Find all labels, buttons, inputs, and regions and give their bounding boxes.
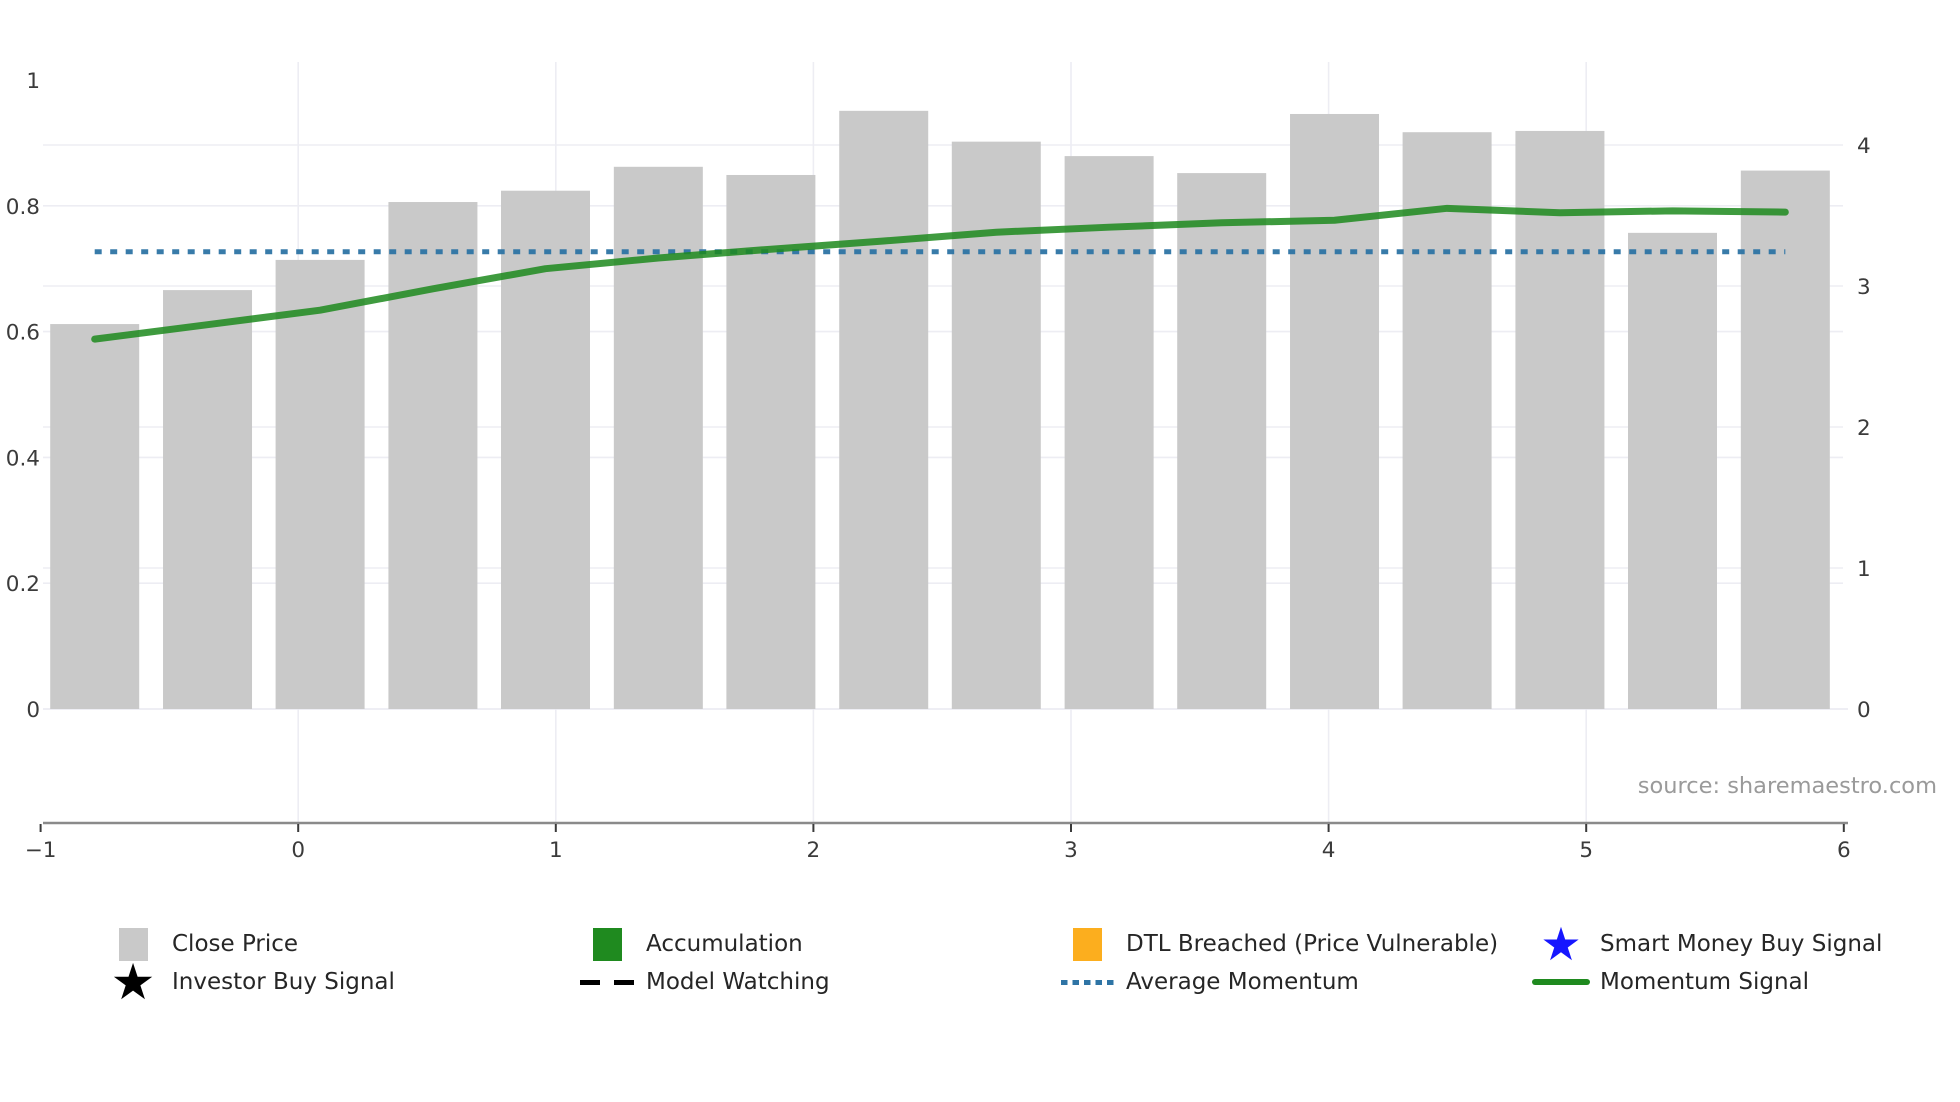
x-tick-label: 2 <box>807 838 821 863</box>
source-text: source: sharemaestro.com <box>1638 773 1937 799</box>
close-price-swatch-icon <box>104 922 162 966</box>
x-tick-label: 0 <box>291 838 305 863</box>
y-tick-label-left: 0.2 <box>6 572 40 597</box>
legend-item-model-watching: Model Watching <box>578 960 830 1004</box>
y-tick-label-right: 0 <box>1857 698 1871 723</box>
legend-label: Investor Buy Signal <box>172 969 395 995</box>
x-tick-label: −1 <box>25 838 57 863</box>
legend-label: Close Price <box>172 931 299 957</box>
legend-label: Momentum Signal <box>1600 969 1810 995</box>
legend-label: Average Momentum <box>1126 969 1359 995</box>
legend-label: Smart Money Buy Signal <box>1600 931 1883 957</box>
legend-label: Accumulation <box>646 931 803 957</box>
close-price-bar <box>839 110 929 710</box>
close-price-bar <box>388 202 478 709</box>
close-price-bar <box>1177 173 1267 710</box>
price-momentum-chart: −1 0 1 2 3 4 5 6 1 0.8 0.6 0.4 0.2 0 4 3 2 1 0 source: shar… <box>6 62 1937 863</box>
y-tick-label-right: 3 <box>1857 275 1871 300</box>
legend-item-dtl-breached: DTL Breached (Price Vulnerable) <box>1058 922 1498 966</box>
legend-item-momentum-signal: Momentum Signal <box>1532 960 1809 1004</box>
x-tick-label: 6 <box>1837 838 1851 863</box>
y-tick-label-left: 1 <box>26 69 40 94</box>
legend-label: DTL Breached (Price Vulnerable) <box>1126 931 1499 957</box>
y-tick-label-left: 0 <box>26 698 40 723</box>
blue-star-icon <box>1532 922 1590 966</box>
y-tick-label-left: 0.6 <box>6 321 40 346</box>
close-price-bar <box>1627 232 1717 710</box>
accumulation-swatch-icon <box>578 922 636 966</box>
legend-item-average-momentum: Average Momentum <box>1058 960 1359 1004</box>
legend-item-accumulation: Accumulation <box>578 922 803 966</box>
x-tick-label: 3 <box>1064 838 1078 863</box>
close-price-bar <box>50 324 140 709</box>
dashed-line-icon <box>578 960 636 1004</box>
close-price-bar <box>726 174 816 709</box>
x-tick-label: 4 <box>1322 838 1336 863</box>
y-tick-label-right: 2 <box>1857 416 1871 441</box>
close-price-bar <box>1740 170 1830 710</box>
legend-label: Model Watching <box>646 969 830 995</box>
close-price-bar <box>1290 113 1380 709</box>
close-price-bar <box>1515 130 1605 710</box>
black-star-icon <box>104 960 162 1004</box>
close-price-bar <box>163 290 253 709</box>
x-tick-label: 1 <box>549 838 563 863</box>
x-tick-label: 5 <box>1579 838 1593 863</box>
close-price-bar <box>951 141 1041 710</box>
close-price-bar <box>613 166 703 709</box>
close-price-bar <box>1064 156 1154 709</box>
y-tick-label-left: 0.8 <box>6 195 40 220</box>
green-line-icon <box>1532 960 1590 1004</box>
legend-item-close-price: Close Price <box>104 922 298 966</box>
close-price-bar <box>275 259 365 709</box>
dtl-breached-swatch-icon <box>1058 922 1116 966</box>
legend-item-smart-money-buy-signal: Smart Money Buy Signal <box>1532 922 1882 966</box>
y-tick-label-right: 4 <box>1857 134 1871 159</box>
y-tick-label-right: 1 <box>1857 557 1871 582</box>
legend-item-investor-buy-signal: Investor Buy Signal <box>104 960 395 1004</box>
y-tick-label-left: 0.4 <box>6 446 40 471</box>
close-price-bar <box>1402 132 1492 709</box>
dotted-line-icon <box>1058 960 1116 1004</box>
momentum-signal-line <box>91 204 1789 343</box>
